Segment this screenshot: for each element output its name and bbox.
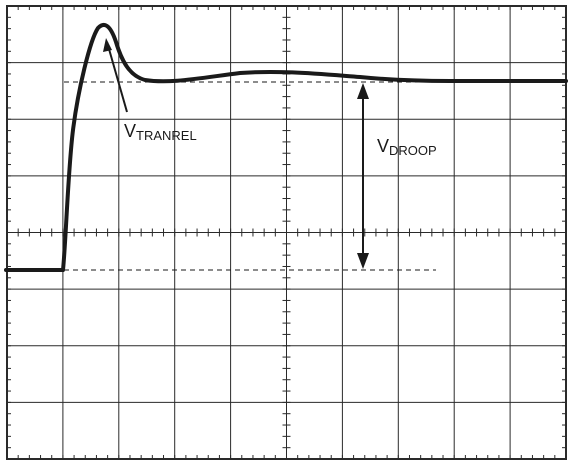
droop-label-main: V [377,136,389,156]
tranrel-label: VTRANREL [124,121,197,143]
droop-arrowhead-top [357,83,369,99]
waveform-trace [4,23,568,272]
tranrel-arrowhead [103,38,112,52]
center-ticks [6,5,567,460]
droop-label: VDROOP [377,136,437,158]
tranrel-label-sub: TRANREL [136,128,197,143]
tranrel-pointer-arrow [106,41,128,113]
tranrel-label-main: V [124,121,136,141]
droop-label-sub: DROOP [389,143,437,158]
droop-arrowhead-bottom [357,253,369,269]
